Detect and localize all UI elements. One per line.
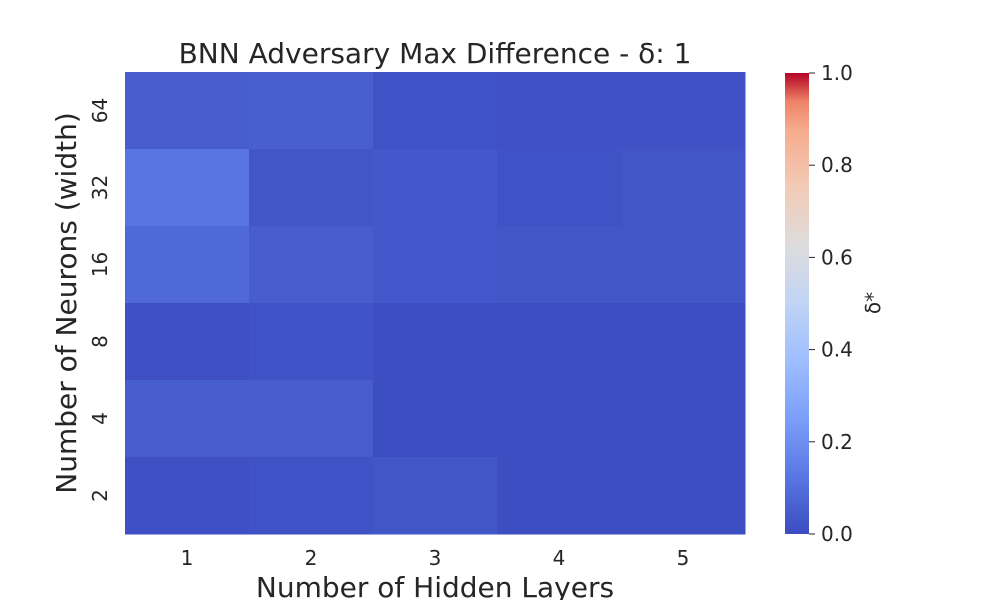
x-tick-label: 2 (305, 546, 318, 570)
heatmap-cell (125, 457, 250, 535)
colorbar-ticks: 0.0 0.2 0.4 0.6 0.8 1.0 (809, 61, 853, 546)
heatmap-cell (621, 149, 746, 227)
heatmap-cell (373, 226, 498, 304)
heatmap-cell (621, 72, 746, 150)
heatmap-cell (497, 457, 622, 535)
y-tick-label: 64 (88, 98, 112, 123)
heatmap-cell (373, 380, 498, 458)
heatmap-cell (373, 149, 498, 227)
x-tick-label: 1 (181, 546, 194, 570)
colorbar-tick-label: 0.4 (821, 338, 853, 362)
heatmap-cell (125, 72, 250, 150)
colorbar-tick-label: 1.0 (821, 61, 853, 85)
heatmap-cell (497, 72, 622, 150)
x-axis-label: Number of Hidden Layers (256, 571, 614, 600)
heatmap-cell (249, 226, 374, 304)
heatmap-cell (125, 303, 250, 381)
x-tick-label: 3 (429, 546, 442, 570)
colorbar-tick-label: 0.2 (821, 430, 853, 454)
colorbar-tick-label: 0.0 (821, 522, 853, 546)
heatmap-cell (497, 380, 622, 458)
heatmap-cell (497, 226, 622, 304)
y-axis-label: Number of Neurons (width) (50, 112, 83, 493)
y-tick-labels: 64 32 16 8 4 2 (88, 98, 112, 502)
heatmap-cell (373, 303, 498, 381)
heatmap-cell (497, 303, 622, 381)
heatmap-cell (621, 303, 746, 381)
heatmap-cell (249, 457, 374, 535)
heatmap-cell (249, 380, 374, 458)
heatmap-cell (373, 457, 498, 535)
heatmap-cell (621, 226, 746, 304)
heatmap-cell (621, 457, 746, 535)
colorbar (785, 73, 809, 534)
y-tick-label: 4 (88, 412, 112, 425)
heatmap-cell (497, 149, 622, 227)
heatmap-cell (249, 72, 374, 150)
y-tick-label: 8 (88, 335, 112, 348)
x-tick-label: 4 (553, 546, 566, 570)
heatmap-cells (125, 72, 746, 535)
heatmap-cell (373, 72, 498, 150)
heatmap-cell (125, 380, 250, 458)
y-tick-label: 32 (88, 175, 112, 200)
heatmap-cell (621, 380, 746, 458)
chart-title: BNN Adversary Max Difference - δ: 1 (179, 37, 692, 70)
colorbar-tick-label: 0.6 (821, 245, 853, 269)
colorbar-label: δ* (861, 292, 885, 314)
x-tick-labels: 1 2 3 4 5 (181, 546, 690, 570)
y-tick-label: 2 (88, 489, 112, 502)
heatmap-cell (249, 303, 374, 381)
y-tick-label: 16 (88, 252, 112, 277)
x-tick-label: 5 (677, 546, 690, 570)
colorbar-tick-label: 0.8 (821, 153, 853, 177)
heatmap-cell (249, 149, 374, 227)
heatmap-cell (125, 226, 250, 304)
heatmap-cell (125, 149, 250, 227)
